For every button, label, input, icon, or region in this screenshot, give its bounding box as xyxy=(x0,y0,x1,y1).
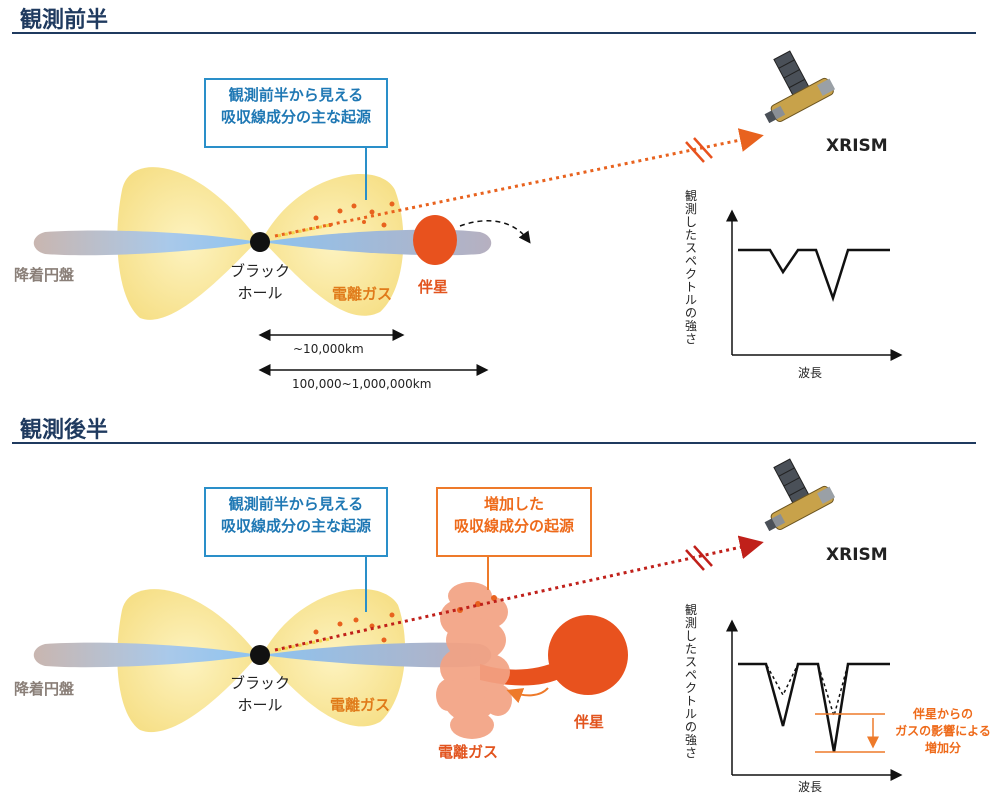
distance-break-mark xyxy=(685,137,713,163)
line-of-sight-ray xyxy=(274,128,764,238)
x-axis-label-2: 波長 xyxy=(798,780,823,794)
callout-absorption-source-2: 観測前半から見える 吸収線成分の主な起源 xyxy=(204,487,388,557)
spectrum-chart-top xyxy=(726,209,903,361)
ionized-gas-label-2: 電離ガス xyxy=(330,696,391,714)
black-hole-label-2: ブラック ホール xyxy=(222,672,298,716)
increase-annotation: 伴星からの ガスの影響による 増加分 xyxy=(890,706,996,757)
section-divider xyxy=(12,32,976,34)
section-title-first-half: 観測前半 xyxy=(20,8,109,33)
annotation-line-2: ガスの影響による xyxy=(895,724,991,738)
scale-long-label: 100,000~1,000,000km xyxy=(292,377,432,391)
black-hole-label-line-2: ホール xyxy=(237,696,283,714)
y-axis-label: 観測したスペクトルの強さ xyxy=(684,189,697,346)
ionized-gas-cloud xyxy=(436,582,512,739)
black-hole-2 xyxy=(250,645,270,665)
callout-line-2: 吸収線成分の主な起源 xyxy=(220,108,371,126)
callout2-line-1: 増加した xyxy=(483,495,544,513)
y-axis-label-2: 観測したスペクトルの強さ xyxy=(684,603,697,760)
callout-line-1: 観測前半から見える xyxy=(228,86,364,104)
black-hole xyxy=(250,232,270,252)
x-axis-label: 波長 xyxy=(798,366,823,380)
annotation-line-3: 増加分 xyxy=(924,741,961,755)
annotation-line-1: 伴星からの xyxy=(912,707,973,721)
xrism-satellite xyxy=(764,50,836,124)
accretion-disk-left xyxy=(33,230,258,256)
accretion-disk-label-2: 降着円盤 xyxy=(14,680,75,698)
section-title-second-half: 観測後半 xyxy=(20,418,109,443)
callout2-line-2: 吸収線成分の起源 xyxy=(453,517,574,535)
black-hole-label-line-1: ブラック xyxy=(229,262,290,280)
xrism-satellite-2 xyxy=(764,458,836,532)
callout-line-2: 吸収線成分の主な起源 xyxy=(220,517,371,535)
scale-short-label: ~10,000km xyxy=(293,342,364,356)
companion-star-2 xyxy=(548,615,628,695)
section-divider-2 xyxy=(12,442,976,444)
accretion-disk-left-2 xyxy=(33,642,258,668)
infall-arrow xyxy=(506,687,549,704)
distance-break-mark-2 xyxy=(685,545,713,571)
ionized-gas-label: 電離ガス xyxy=(332,285,393,303)
line-of-sight-ray-2 xyxy=(274,535,764,652)
callout-added-absorption: 増加した 吸収線成分の起源 xyxy=(436,487,592,557)
companion-star xyxy=(413,215,457,265)
accretion-disk-label: 降着円盤 xyxy=(14,266,75,284)
xrism-label: XRISM xyxy=(826,136,888,156)
callout-line-1: 観測前半から見える xyxy=(228,495,364,513)
black-hole-label: ブラック ホール xyxy=(222,260,298,304)
accretion-disk-right-2 xyxy=(262,642,492,668)
ionized-gas-cloud-label: 電離ガス xyxy=(438,743,499,761)
black-hole-label-line-2: ホール xyxy=(237,284,283,302)
black-hole-label-line-1: ブラック xyxy=(229,674,290,692)
xrism-label-2: XRISM xyxy=(826,545,888,565)
companion-star-label: 伴星 xyxy=(418,278,449,296)
callout-absorption-source: 観測前半から見える 吸収線成分の主な起源 xyxy=(204,78,388,148)
companion-star-label-2: 伴星 xyxy=(574,713,605,731)
spectrum-chart-bottom xyxy=(726,619,903,781)
